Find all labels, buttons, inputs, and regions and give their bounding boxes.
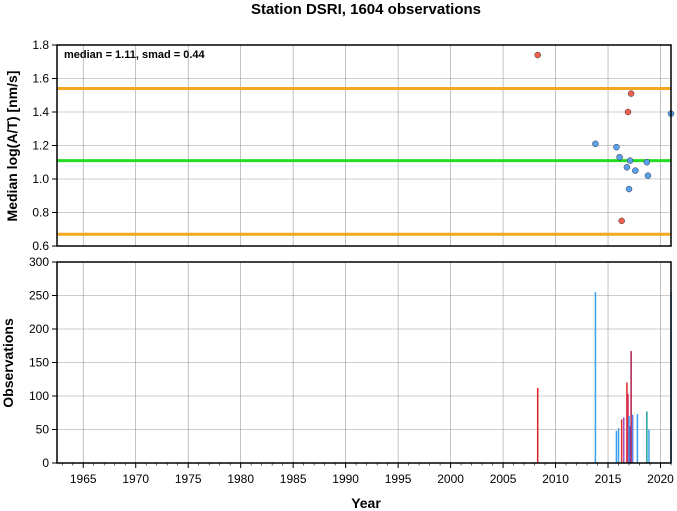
top-plot-frame	[56, 44, 672, 247]
observation-bar	[628, 416, 630, 463]
top-ytick-label: 1.4	[32, 105, 49, 119]
bottom-ytick-label: 250	[29, 289, 49, 303]
data-point	[616, 153, 623, 161]
observation-bar	[631, 414, 634, 463]
xtick-label: 1995	[385, 472, 412, 486]
data-point	[613, 143, 620, 151]
stats-annotation: median = 1.11, smad = 0.44	[64, 49, 206, 61]
observation-bar	[626, 382, 628, 463]
observation-bar	[636, 414, 639, 463]
data-point	[623, 164, 631, 171]
bottom-ytick-label: 200	[29, 322, 49, 336]
xtick-label: 1980	[227, 472, 254, 486]
bottom-ytick-label: 0	[42, 456, 49, 470]
bottom-plot-frame	[56, 261, 672, 464]
bottom-ylabel: Observations	[0, 318, 16, 408]
top-ytick-label: 1.0	[32, 172, 49, 186]
observation-bar	[620, 419, 623, 463]
observation-bar	[627, 393, 629, 463]
xtick-label: 2005	[490, 472, 517, 486]
bottom-ytick-label: 100	[29, 389, 49, 403]
xtick-label: 2015	[595, 472, 622, 486]
histogram-panel: 1965 1970 1975 1980 1985 1990 1995 2000 2005 2010…	[29, 255, 674, 486]
x-axis-label: Year	[351, 495, 381, 511]
xtick-label: 2010	[542, 472, 569, 486]
data-point	[643, 159, 651, 166]
data-point	[626, 157, 634, 164]
observation-bar	[630, 351, 632, 463]
observation-bar	[615, 430, 618, 463]
xtick-label: 2020	[647, 472, 674, 486]
data-point	[627, 90, 635, 97]
data-point	[625, 185, 633, 193]
bottom-ytick-label: 50	[36, 423, 50, 437]
xtick-label: 1990	[332, 472, 359, 486]
top-ytick-label: 1.2	[32, 139, 49, 153]
observation-bar	[646, 411, 648, 463]
xtick-label: 1975	[175, 472, 202, 486]
observation-bar	[594, 292, 597, 463]
data-point	[592, 140, 599, 148]
data-point	[632, 167, 639, 174]
observation-bar	[617, 428, 620, 463]
observation-bar	[629, 426, 631, 463]
data-point	[618, 217, 625, 225]
bottom-ytick-label: 150	[29, 356, 49, 370]
top-ytick-label: 1.6	[32, 72, 49, 86]
scatter-panel: 0.6 0.8 1.0 1.2 1.4 1.6 1.8	[32, 38, 675, 253]
observation-bar	[536, 387, 539, 463]
chart-title: Station DSRI, 1604 observations	[251, 1, 481, 18]
data-point	[624, 108, 632, 116]
bottom-ytick-label: 300	[29, 255, 49, 269]
observation-bar	[648, 429, 650, 463]
top-ylabel: Median log(A/T) [nm/s]	[4, 71, 20, 222]
data-point	[534, 51, 541, 59]
xtick-label: 1985	[280, 472, 307, 486]
xtick-label: 2000	[437, 472, 464, 486]
xtick-label: 1970	[122, 472, 149, 486]
xtick-label: 1965	[70, 472, 97, 486]
top-ytick-label: 0.6	[32, 239, 49, 253]
observation-bar	[623, 417, 625, 463]
data-point	[644, 172, 652, 179]
top-ytick-label: 1.8	[32, 38, 49, 52]
top-ytick-label: 0.8	[32, 206, 49, 220]
